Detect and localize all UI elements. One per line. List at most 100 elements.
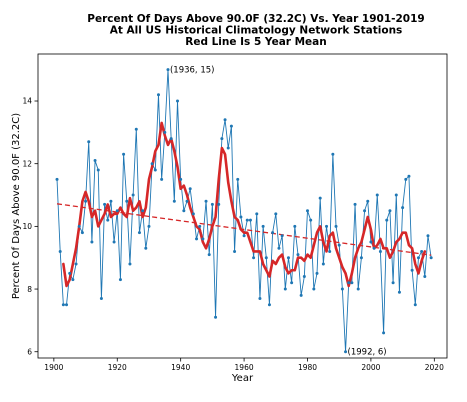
plot-frame <box>37 53 448 359</box>
x-axis-label: Year <box>231 373 254 384</box>
annual-point <box>166 68 170 72</box>
annual-point <box>233 249 237 253</box>
y-tick-label: 14 <box>22 97 32 106</box>
annual-point <box>220 137 224 141</box>
annual-point <box>210 202 214 206</box>
annual-point <box>410 268 414 272</box>
annual-series-line <box>56 69 432 352</box>
annual-point <box>128 262 132 266</box>
annual-point <box>150 162 154 166</box>
annual-point <box>286 256 290 260</box>
annual-point <box>236 177 240 181</box>
annual-point <box>429 256 433 260</box>
annual-point <box>106 218 110 222</box>
annual-point <box>204 199 208 203</box>
annual-point <box>252 256 256 260</box>
x-tick-label: 1900 <box>44 363 63 372</box>
annual-point <box>293 224 297 228</box>
annual-point <box>401 206 405 210</box>
annual-point <box>109 199 113 203</box>
annual-point <box>315 271 319 275</box>
chart-title-line-2: At All US Historical Climatology Network… <box>110 25 403 37</box>
annual-point <box>93 159 97 163</box>
annual-point <box>185 199 189 203</box>
annual-point <box>248 218 252 222</box>
x-tick-label: 1980 <box>298 363 317 372</box>
annual-point <box>356 287 360 291</box>
annual-point <box>340 287 344 291</box>
y-tick-label: 10 <box>22 222 32 231</box>
annual-point <box>413 303 417 307</box>
annual-point <box>309 218 313 222</box>
annual-point <box>283 287 287 291</box>
annual-point <box>397 290 401 294</box>
trend-line <box>56 203 432 256</box>
annual-point <box>71 278 75 282</box>
annual-point <box>217 202 221 206</box>
annual-point <box>334 224 338 228</box>
annual-point <box>115 209 119 213</box>
annual-point <box>207 253 211 257</box>
annual-point <box>58 249 62 253</box>
annual-point <box>255 212 259 216</box>
annual-point <box>416 256 420 260</box>
annual-point <box>423 275 427 279</box>
annual-point <box>141 209 145 213</box>
mean-series-line <box>62 121 427 288</box>
annual-point <box>306 209 309 213</box>
annual-point <box>134 127 138 131</box>
annual-point <box>369 240 373 244</box>
annual-point <box>201 237 205 241</box>
annual-point <box>267 303 271 307</box>
annual-point <box>74 262 78 266</box>
annual-point <box>258 296 262 300</box>
annual-point <box>156 93 160 97</box>
y-tick-label: 12 <box>22 159 32 168</box>
annual-point <box>245 218 249 222</box>
annual-point <box>80 231 84 235</box>
annual-point <box>264 256 268 260</box>
annual-point <box>378 249 382 253</box>
annual-point <box>318 196 322 200</box>
annual-point <box>68 271 72 275</box>
annual-point <box>261 224 265 228</box>
annual-point <box>172 199 176 203</box>
annual-point <box>242 234 246 238</box>
chart-title: Percent Of Days Above 90.0F (32.2C) Vs. … <box>87 13 424 48</box>
plot-area: 1900 1920 1940 1960 1980 2000 2020 6 8 10 12 14 Year… <box>11 53 448 384</box>
annual-point <box>103 202 107 206</box>
annual-point <box>366 199 370 203</box>
plot-content <box>55 68 433 354</box>
annual-point <box>388 209 392 213</box>
annual-point <box>61 303 65 307</box>
annual-point <box>229 124 233 128</box>
annual-point <box>344 350 348 354</box>
annual-point <box>302 275 306 279</box>
annual-point <box>239 215 243 219</box>
y-axis-label: Percent Of Days Above 90.0F (32.2C) <box>11 113 22 299</box>
annual-point <box>179 177 183 181</box>
annual-point <box>99 296 103 300</box>
annual-point <box>404 177 408 181</box>
annual-point <box>214 315 218 319</box>
annual-point <box>280 234 284 238</box>
annual-point <box>198 224 202 228</box>
x-tick-label: 2020 <box>425 363 444 372</box>
annual-point <box>125 199 129 203</box>
annual-point <box>328 249 332 253</box>
annual-point <box>65 303 69 307</box>
annual-point <box>226 146 230 150</box>
annual-point <box>420 249 424 253</box>
x-tick-label: 1940 <box>171 363 190 372</box>
annual-point <box>321 262 325 266</box>
annual-point <box>271 231 275 235</box>
annual-point <box>137 231 141 235</box>
annual-point <box>325 224 329 228</box>
annual-point <box>153 168 157 172</box>
annual-point <box>372 246 376 250</box>
annotation-1: (1936, 15) <box>170 66 214 76</box>
annual-point <box>363 209 367 213</box>
annual-point <box>118 278 122 282</box>
annotation-2: (1992, 6) <box>348 348 387 358</box>
